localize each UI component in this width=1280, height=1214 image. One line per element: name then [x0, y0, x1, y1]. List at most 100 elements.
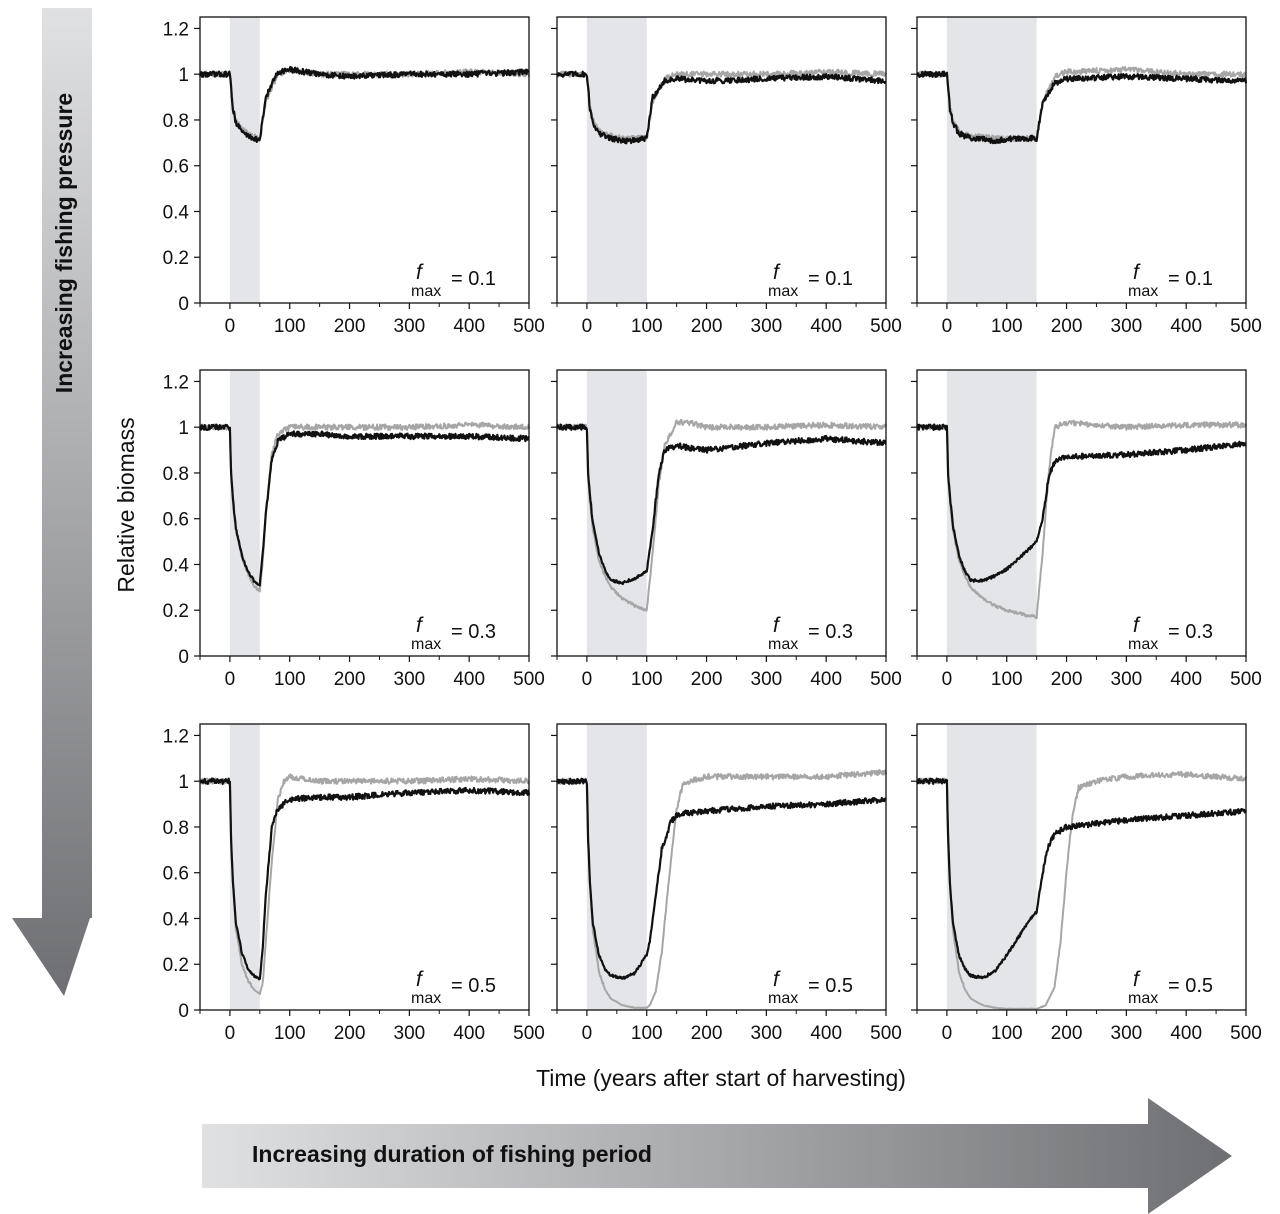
x-tick-label: 500 — [513, 1023, 545, 1044]
y-tick-label: 0 — [178, 1001, 189, 1022]
x-tick-label: 100 — [274, 316, 306, 337]
y-tick-label: 0.8 — [163, 464, 189, 485]
fmax-subscript: max — [411, 283, 441, 300]
series-line-gray — [556, 769, 887, 1009]
x-tick-label: 500 — [513, 316, 545, 337]
fmax-value: = 0.3 — [451, 621, 496, 643]
series-line-black — [198, 65, 530, 143]
x-axis-title: Time (years after start of harvesting) — [536, 1065, 906, 1091]
fmax-symbol: f — [773, 968, 781, 991]
y-tick-label: 0.8 — [163, 111, 189, 132]
fmax-subscript: max — [411, 990, 441, 1007]
x-tick-label: 300 — [751, 669, 783, 690]
fmax-value: = 0.5 — [451, 975, 496, 997]
series-line-black — [198, 423, 530, 587]
series-line-black — [555, 423, 887, 586]
plot-frame — [916, 723, 1247, 1011]
series-line-gray — [199, 773, 530, 996]
vertical-arrow-label: Increasing fishing pressure — [51, 93, 77, 393]
y-tick-label: 0.2 — [163, 955, 189, 976]
x-tick-label: 200 — [334, 669, 366, 690]
harvest-period-shading — [946, 17, 1037, 303]
y-tick-label: 0.4 — [163, 555, 190, 576]
y-tick-label: 1 — [178, 418, 189, 439]
x-tick-label: 300 — [1111, 669, 1143, 690]
x-tick-label: 400 — [810, 316, 842, 337]
x-tick-label: 200 — [691, 316, 723, 337]
series-line-gray — [556, 68, 887, 142]
x-tick-label: 0 — [225, 316, 236, 337]
x-tick-label: 0 — [942, 1023, 953, 1044]
x-tick-label: 100 — [991, 316, 1023, 337]
fmax-value: = 0.5 — [1168, 975, 1213, 997]
x-tick-label: 0 — [942, 316, 953, 337]
x-tick-label: 0 — [225, 1023, 236, 1044]
harvest-period-shading — [946, 370, 1037, 656]
x-tick-label: 200 — [1051, 1023, 1083, 1044]
x-tick-label: 100 — [274, 1023, 306, 1044]
plot-frame — [556, 369, 887, 657]
plot-frame — [199, 369, 530, 657]
fmax-symbol: f — [1133, 261, 1141, 284]
fmax-subscript: max — [768, 283, 798, 300]
x-tick-label: 0 — [582, 1023, 593, 1044]
x-tick-label: 300 — [394, 1023, 426, 1044]
plot-frame — [556, 16, 887, 304]
x-tick-label: 0 — [582, 316, 593, 337]
fmax-symbol: f — [773, 614, 781, 637]
y-tick-label: 1 — [178, 772, 189, 793]
x-tick-label: 200 — [334, 316, 366, 337]
fmax-symbol: f — [416, 614, 424, 637]
y-tick-label: 0.6 — [163, 157, 189, 178]
series-line-black — [556, 70, 887, 145]
series-line-black — [915, 423, 1247, 583]
fmax-symbol: f — [416, 968, 424, 991]
y-tick-label: 1.2 — [163, 19, 189, 40]
x-tick-label: 0 — [582, 669, 593, 690]
fmax-value: = 0.1 — [808, 268, 853, 290]
x-tick-label: 300 — [1111, 316, 1143, 337]
x-tick-label: 400 — [1170, 316, 1202, 337]
x-tick-label: 500 — [1230, 316, 1262, 337]
x-tick-label: 500 — [513, 669, 545, 690]
series-line-black — [199, 777, 531, 981]
x-tick-label: 300 — [394, 669, 426, 690]
x-tick-label: 200 — [691, 1023, 723, 1044]
x-tick-label: 400 — [810, 1023, 842, 1044]
x-tick-label: 400 — [453, 669, 485, 690]
series-line-black — [916, 70, 1248, 145]
y-tick-label: 0 — [178, 294, 189, 315]
plot-frame — [199, 723, 530, 1011]
x-tick-label: 500 — [870, 669, 902, 690]
y-tick-label: 1.2 — [163, 726, 189, 747]
fmax-symbol: f — [773, 261, 781, 284]
x-tick-label: 300 — [751, 1023, 783, 1044]
x-tick-label: 200 — [691, 669, 723, 690]
x-tick-label: 100 — [991, 669, 1023, 690]
fmax-subscript: max — [768, 636, 798, 653]
fmax-symbol: f — [416, 261, 424, 284]
y-tick-label: 0.6 — [163, 864, 189, 885]
series-line-gray — [916, 65, 1247, 142]
x-tick-label: 500 — [1230, 1023, 1262, 1044]
series-line-black — [915, 777, 1247, 980]
fmax-symbol: f — [1133, 968, 1141, 991]
x-tick-label: 400 — [1170, 669, 1202, 690]
fmax-value: = 0.1 — [1168, 268, 1213, 290]
x-tick-label: 400 — [453, 1023, 485, 1044]
y-tick-label: 0.2 — [163, 248, 189, 269]
y-tick-label: 0.8 — [163, 818, 189, 839]
x-tick-label: 300 — [1111, 1023, 1143, 1044]
plot-frame — [916, 16, 1247, 304]
x-tick-label: 200 — [334, 1023, 366, 1044]
